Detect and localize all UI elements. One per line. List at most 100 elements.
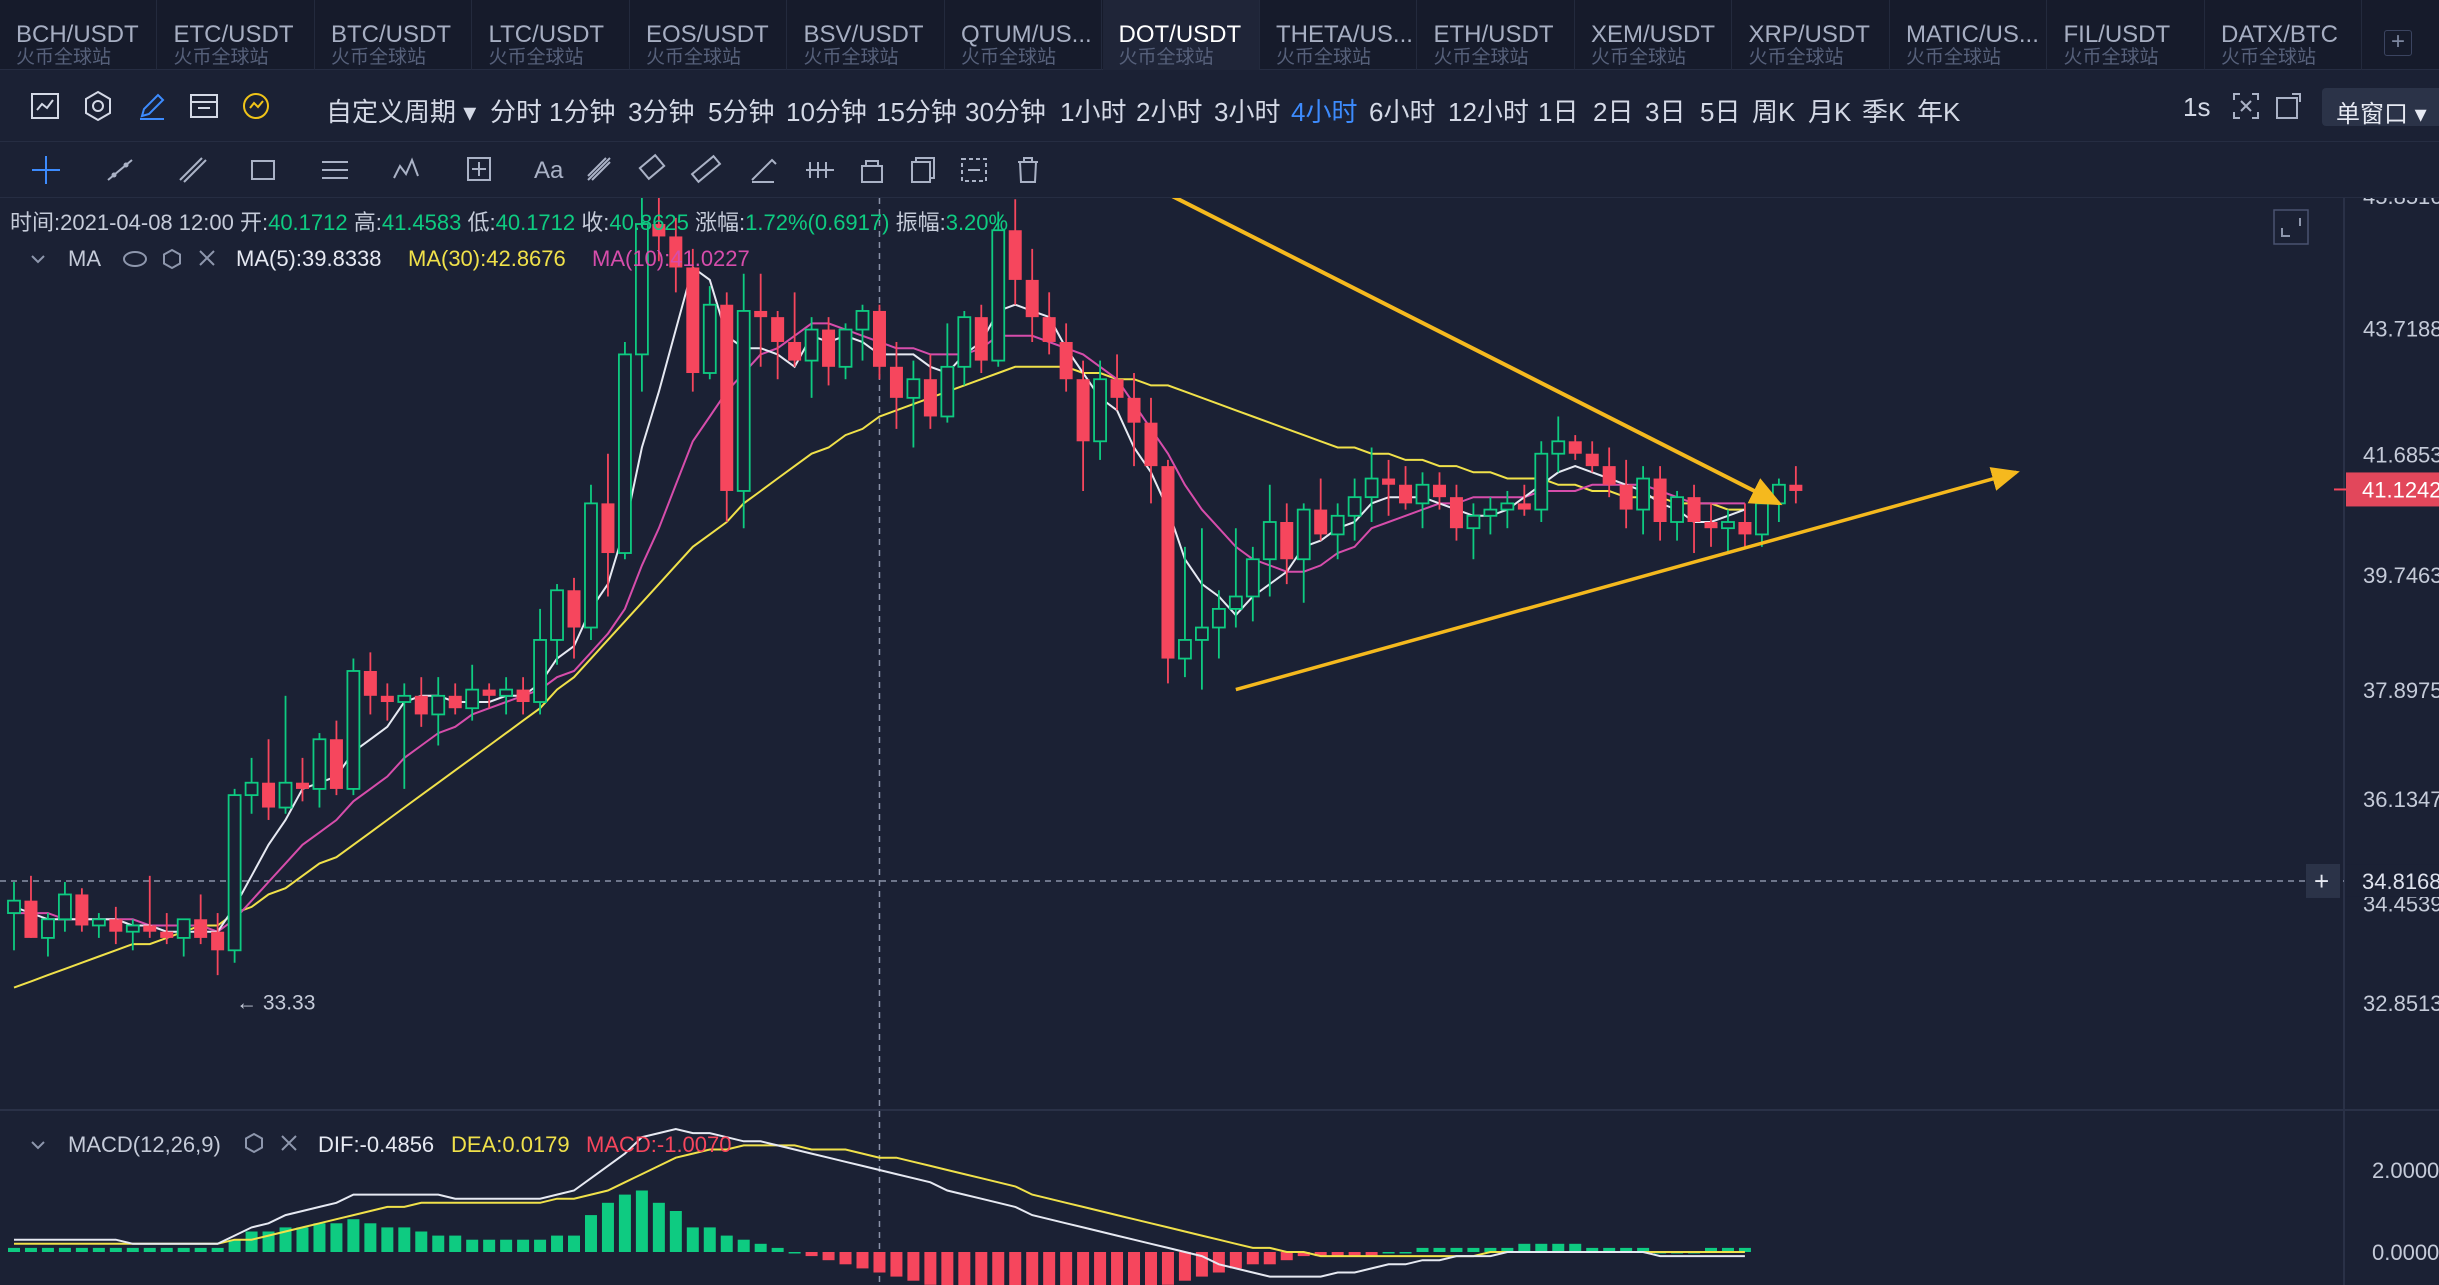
period-7[interactable]: 1小时: [1060, 97, 1127, 127]
tab-eth-usdt[interactable]: ETH/USDT 火币全球站: [1418, 0, 1575, 70]
layout-icon[interactable]: [186, 88, 222, 124]
fullscreen-icon[interactable]: [2228, 88, 2264, 124]
macd-bar: [160, 1247, 173, 1252]
tab-xem-usdt[interactable]: XEM/USDT 火币全球站: [1575, 0, 1732, 70]
macd-bar: [1620, 1247, 1633, 1252]
tab-datx-btc[interactable]: DATX/BTC 火币全球站: [2205, 0, 2362, 70]
eraser-icon[interactable]: [632, 150, 672, 190]
period-2[interactable]: 3分钟: [628, 97, 695, 127]
macd-bar: [703, 1227, 716, 1252]
magnet-icon[interactable]: [800, 150, 840, 190]
add-tab-button[interactable]: +: [2384, 30, 2412, 56]
measure-icon[interactable]: [744, 150, 784, 190]
candle-body: [1347, 496, 1362, 517]
pen-icon[interactable]: [134, 88, 170, 124]
fib-icon[interactable]: [172, 150, 212, 190]
hide-icon[interactable]: [954, 150, 994, 190]
candle-body: [822, 329, 836, 367]
macd-bar: [1382, 1252, 1395, 1254]
tab-fil-usdt[interactable]: FIL/USDT 火币全球站: [2048, 0, 2205, 70]
tab-etc-usdt[interactable]: ETC/USDT 火币全球站: [158, 0, 315, 70]
period-8[interactable]: 2小时: [1136, 97, 1203, 127]
low-price-marker: ← 33.33: [236, 991, 315, 1014]
period-5[interactable]: 15分钟: [876, 97, 957, 127]
macd-bar: [1433, 1247, 1446, 1252]
period-15[interactable]: 3日: [1645, 97, 1686, 127]
macd-bar: [551, 1235, 564, 1252]
screenshot-icon[interactable]: [2270, 88, 2306, 124]
macd-bar: [126, 1247, 139, 1252]
period-17[interactable]: 周K: [1752, 97, 1796, 127]
macd-bar: [109, 1247, 122, 1252]
position-icon[interactable]: [460, 150, 500, 190]
candle-body: [346, 670, 361, 790]
period-19[interactable]: 季K: [1862, 97, 1906, 127]
candle-body: [1585, 453, 1599, 467]
candle-body: [1059, 341, 1073, 380]
candle-body: [1195, 626, 1209, 641]
period-6[interactable]: 30分钟: [965, 97, 1046, 127]
tab-exchange: 火币全球站: [16, 47, 112, 68]
layers-icon[interactable]: [904, 150, 944, 190]
period-18[interactable]: 月K: [1808, 97, 1852, 127]
period-13[interactable]: 1日: [1538, 97, 1579, 127]
candle-body: [516, 689, 530, 703]
macd-bar: [822, 1252, 835, 1261]
period-20[interactable]: 年K: [1917, 97, 1961, 127]
macd-bar: [483, 1239, 496, 1252]
crosshair-icon[interactable]: [26, 150, 66, 190]
tab-ltc-usdt[interactable]: LTC/USDT 火币全球站: [473, 0, 630, 70]
macd-bar: [347, 1219, 360, 1252]
period-14[interactable]: 2日: [1593, 97, 1634, 127]
candle-body: [262, 782, 276, 808]
period-3[interactable]: 5分钟: [708, 97, 775, 127]
macd-bar: [1331, 1252, 1344, 1257]
tab-xrp-usdt[interactable]: XRP/USDT 火币全球站: [1733, 0, 1890, 70]
lock-icon[interactable]: [852, 150, 892, 190]
trendline-icon[interactable]: [100, 150, 140, 190]
period-12[interactable]: 12小时: [1448, 97, 1529, 127]
candle-body: [702, 303, 717, 374]
period-4[interactable]: 10分钟: [786, 97, 867, 127]
macd-bar: [686, 1227, 699, 1252]
refresh-interval[interactable]: 1s: [2183, 92, 2211, 122]
line-chart-icon[interactable]: [28, 88, 64, 124]
brush-icon[interactable]: [580, 150, 620, 190]
tab-bch-usdt[interactable]: BCH/USDT 火币全球站: [0, 0, 157, 70]
tab-btc-usdt[interactable]: BTC/USDT 火币全球站: [315, 0, 472, 70]
candlestick-chart[interactable]: 45.8516 43.7188 41.6853 39.7463 37.8975 36.13…: [0, 198, 2439, 1285]
period-11[interactable]: 6小时: [1369, 97, 1436, 127]
candle-body: [889, 366, 903, 398]
tab-theta-us[interactable]: THETA/US... 火币全球站: [1260, 0, 1417, 70]
hexagon-settings-icon[interactable]: [80, 88, 116, 124]
macd-bar: [194, 1247, 207, 1252]
custom-period-dropdown[interactable]: 自定义周期 ▾: [326, 97, 477, 127]
period-10[interactable]: 4小时: [1291, 97, 1358, 127]
candle-body: [1228, 595, 1243, 610]
candle-body: [1144, 422, 1158, 467]
indicator-icon[interactable]: [238, 88, 274, 124]
tab-dot-usdt[interactable]: DOT/USDT 火币全球站: [1102, 0, 1260, 70]
rectangle-icon[interactable]: [244, 150, 284, 190]
trash-icon[interactable]: [1008, 150, 1048, 190]
tab-bsv-usdt[interactable]: BSV/USDT 火币全球站: [788, 0, 945, 70]
candle-body: [533, 639, 547, 703]
macd-bar: [941, 1252, 954, 1285]
chart-background: [0, 198, 2439, 1285]
parallel-lines-icon[interactable]: [316, 150, 356, 190]
macd-bar: [754, 1243, 767, 1252]
macd-bar: [652, 1202, 665, 1252]
period-9[interactable]: 3小时: [1214, 97, 1281, 127]
period-1[interactable]: 1分钟: [549, 97, 616, 127]
tab-matic-us[interactable]: MATIC/US... 火币全球站: [1890, 0, 2047, 70]
window-mode-select[interactable]: 单窗口 ▾: [2322, 88, 2439, 128]
period-0[interactable]: 分时: [490, 97, 543, 127]
period-16[interactable]: 5日: [1700, 97, 1741, 127]
macd-bar: [975, 1252, 988, 1285]
tab-qtum-us[interactable]: QTUM/US... 火币全球站: [945, 0, 1102, 70]
pattern-icon[interactable]: [388, 150, 428, 190]
chart-area[interactable]: 45.8516 43.7188 41.6853 39.7463 37.8975 36.13…: [0, 198, 2439, 1285]
ruler-icon[interactable]: [686, 150, 726, 190]
text-tool-icon[interactable]: Aa: [530, 150, 570, 190]
tab-eos-usdt[interactable]: EOS/USDT 火币全球站: [630, 0, 787, 70]
